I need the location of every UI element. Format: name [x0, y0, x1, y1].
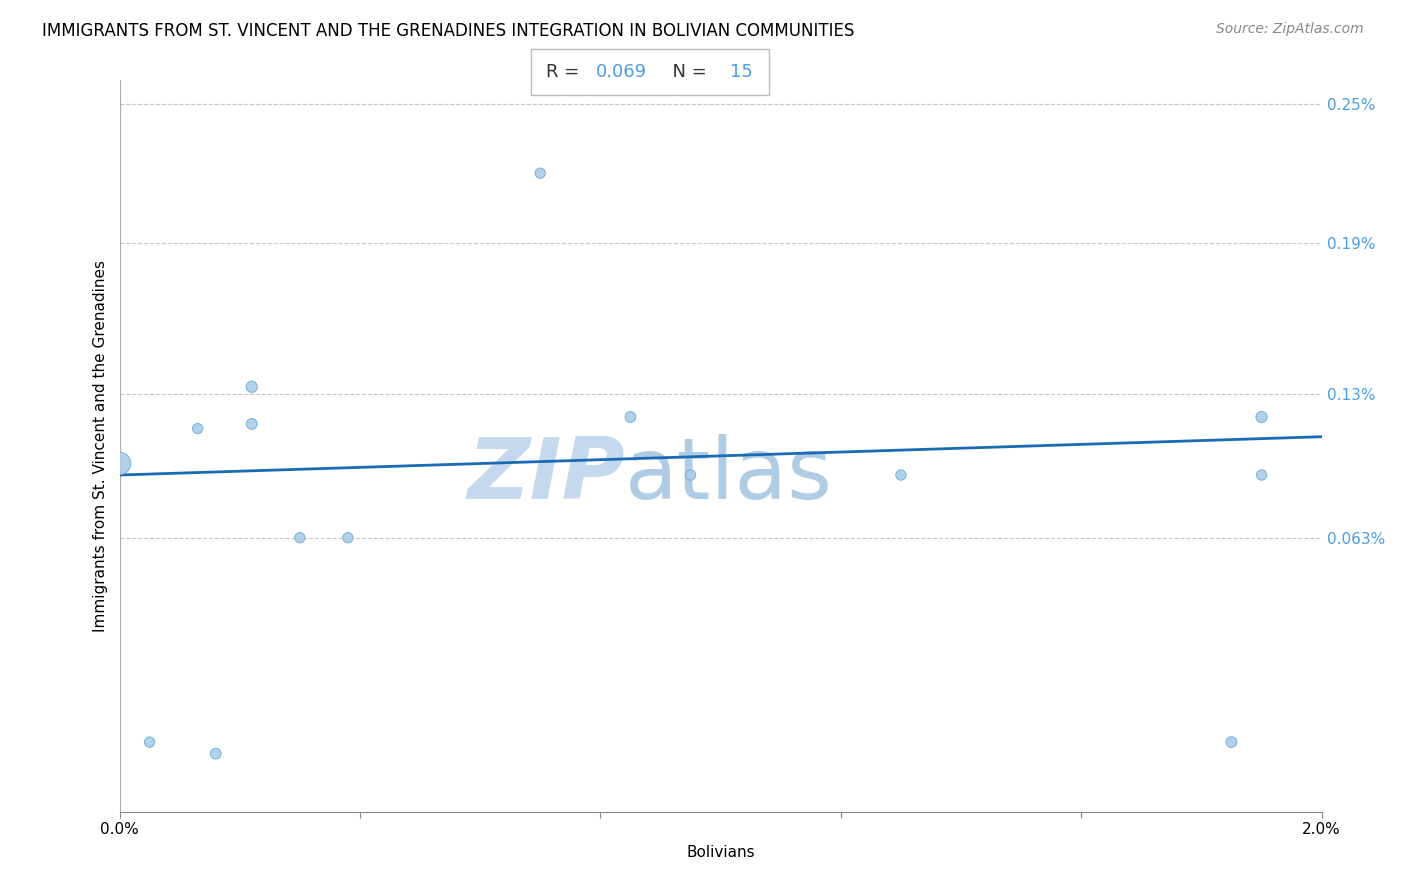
Point [108, 457, 131, 471]
Point [890, 468, 912, 483]
Point [529, 166, 551, 180]
Text: N =: N = [661, 63, 713, 81]
FancyBboxPatch shape [531, 49, 769, 95]
Text: atlas: atlas [624, 434, 832, 516]
Point [187, 421, 209, 435]
Text: Source: ZipAtlas.com: Source: ZipAtlas.com [1216, 22, 1364, 37]
Point [240, 417, 263, 431]
Point [138, 735, 160, 749]
Point [1250, 468, 1272, 483]
Text: ZIP: ZIP [467, 434, 624, 516]
Text: 15: 15 [730, 63, 752, 81]
Point [1250, 409, 1272, 424]
Y-axis label: Immigrants from St. Vincent and the Grenadines: Immigrants from St. Vincent and the Gren… [93, 260, 108, 632]
Point [679, 468, 702, 483]
Text: R =: R = [546, 63, 585, 81]
Point [1220, 735, 1243, 749]
Text: IMMIGRANTS FROM ST. VINCENT AND THE GRENADINES INTEGRATION IN BOLIVIAN COMMUNITI: IMMIGRANTS FROM ST. VINCENT AND THE GREN… [42, 22, 855, 40]
Point [288, 531, 311, 545]
Point [204, 747, 226, 761]
Text: 0.069: 0.069 [596, 63, 647, 81]
Point [619, 409, 641, 424]
Point [336, 531, 359, 545]
Point [240, 380, 263, 394]
X-axis label: Bolivians: Bolivians [686, 846, 755, 861]
